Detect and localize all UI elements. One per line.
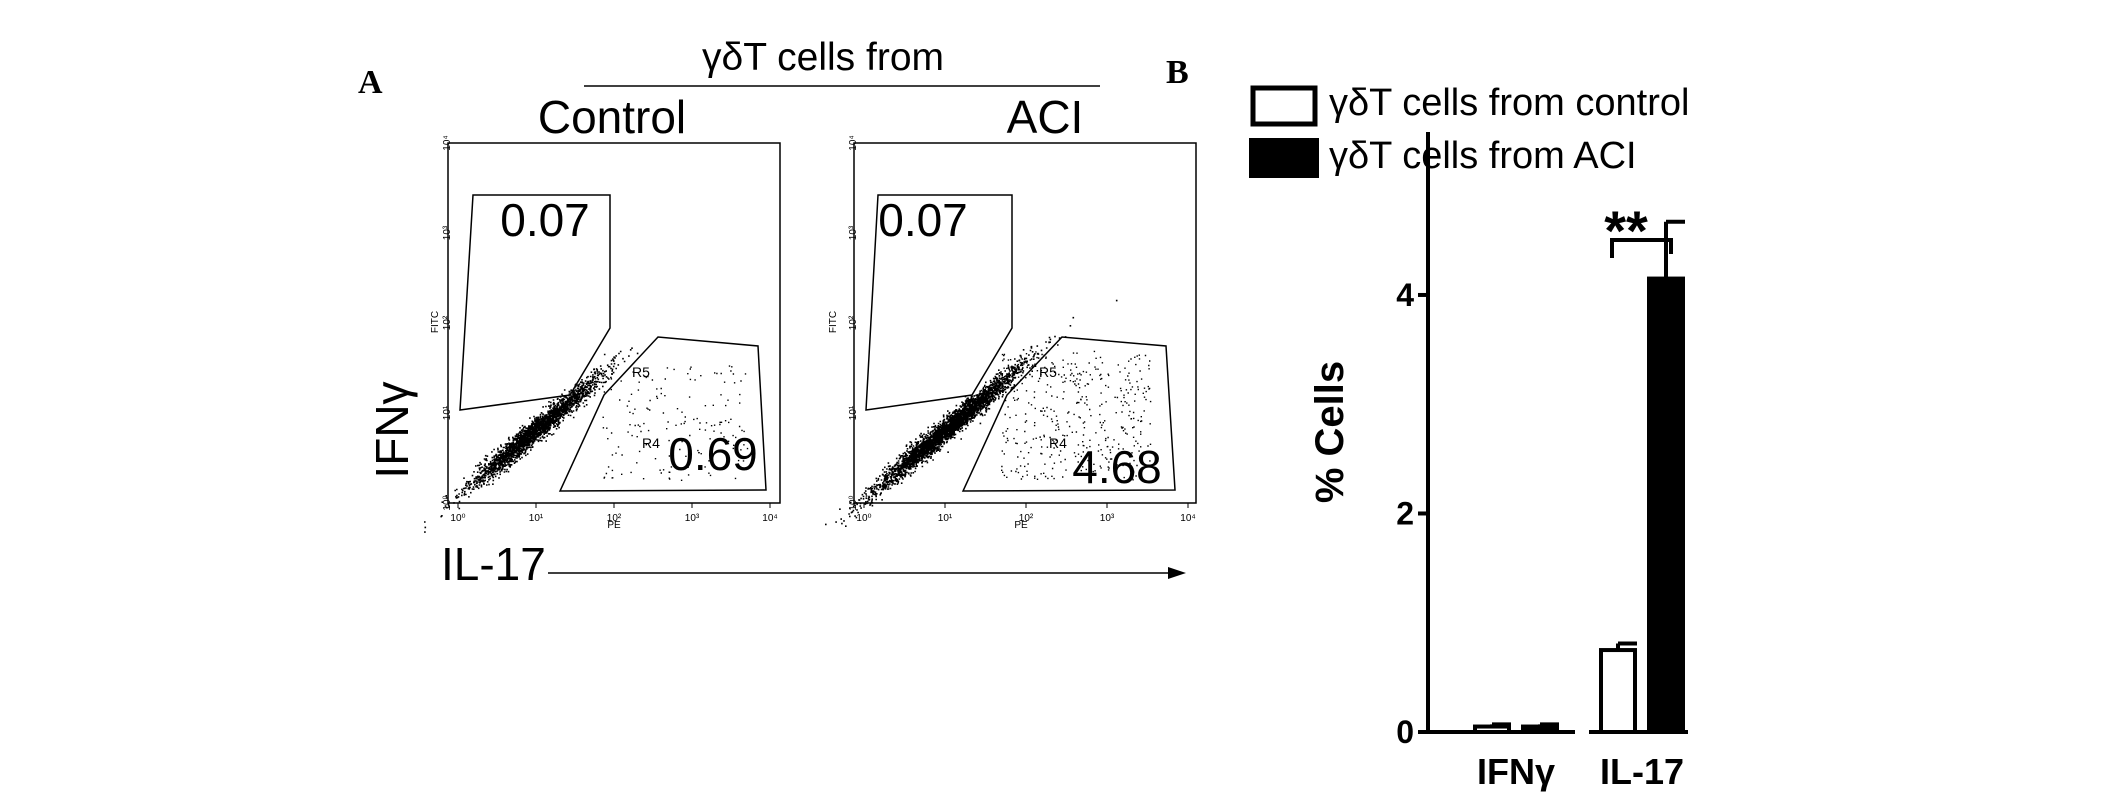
y-ticks: 10⁰ 10¹ 10² 10³ 10⁴ bbox=[442, 135, 453, 510]
legend-label-aci: γδT cells from ACI bbox=[1329, 135, 1637, 177]
gate-value-upper: 0.07 bbox=[500, 194, 590, 246]
y-tick-label: 10¹ bbox=[442, 405, 453, 420]
panel-a-header: γδT cells from bbox=[702, 36, 944, 79]
bar-control-il17 bbox=[1599, 648, 1637, 734]
panel-a: A γδT cells from Control ACI 0.07 0.69 R… bbox=[358, 36, 1197, 590]
legend-swatch-control bbox=[1250, 85, 1318, 127]
x-tick-label: 10⁰ bbox=[450, 513, 465, 524]
gate-upper bbox=[459, 194, 611, 411]
x-channel-label: PE bbox=[607, 520, 621, 531]
scatter-dots bbox=[825, 299, 1152, 527]
bar-aci-il17 bbox=[1647, 276, 1685, 734]
gate-upper bbox=[865, 194, 1013, 411]
panel-b: B γδT cells from control γδT cells from … bbox=[1166, 54, 1689, 792]
x-tick-label: 10³ bbox=[1100, 513, 1115, 524]
x-tick-label: 10⁴ bbox=[1180, 513, 1195, 524]
gate-value-lower: 0.69 bbox=[668, 428, 758, 480]
y-channel-label: FITC bbox=[430, 311, 441, 333]
x-tick-label: 10¹ bbox=[529, 513, 544, 524]
y-channel-label: FITC bbox=[828, 311, 839, 333]
region-label-r5: R5 bbox=[1039, 364, 1057, 380]
y-tick-label: 10² bbox=[442, 315, 453, 330]
bar-aci-ifng bbox=[1521, 724, 1559, 735]
y-tick-label: 10⁴ bbox=[442, 135, 453, 150]
y-tick-label: 0 bbox=[1396, 714, 1414, 750]
x-tick-label: 10⁴ bbox=[762, 513, 777, 524]
gate-lower bbox=[961, 336, 1176, 492]
significance-label: ** bbox=[1604, 199, 1648, 262]
y-tick-label: 10⁰ bbox=[848, 495, 859, 510]
gate-value-upper: 0.07 bbox=[878, 194, 968, 246]
arrow-head-icon bbox=[1168, 567, 1186, 579]
bar-control-ifng bbox=[1473, 724, 1511, 735]
y-axis-label-ifng: IFNγ bbox=[366, 381, 418, 478]
region-label-r5: R5 bbox=[632, 364, 650, 380]
plot-title-control: Control bbox=[538, 91, 686, 143]
panel-b-label: B bbox=[1166, 54, 1189, 91]
gate-value-lower: 4.68 bbox=[1072, 441, 1162, 493]
y-tick-label: 2 bbox=[1396, 495, 1414, 531]
y-tick-label: 10³ bbox=[848, 225, 859, 240]
gate-lower bbox=[558, 336, 767, 492]
y-tick-label: 10⁴ bbox=[848, 135, 859, 150]
scatter-dots bbox=[424, 347, 749, 533]
x-tick-label: 10¹ bbox=[938, 513, 953, 524]
x-tick-label: 10² bbox=[607, 513, 622, 524]
y-tick-label: 4 bbox=[1396, 277, 1414, 313]
significance-bracket bbox=[1610, 238, 1673, 258]
y-tick-label: 10¹ bbox=[848, 405, 859, 420]
flow-plot-aci: 0.07 4.68 R5 R4 PE FITC 10⁰ 10¹ 10² 10³ 10⁴ … bbox=[825, 135, 1197, 531]
x-axis-label-il17: IL-17 bbox=[441, 538, 546, 590]
x-tick-label: 10² bbox=[1019, 513, 1034, 524]
x-channel-label: PE bbox=[1014, 520, 1028, 531]
flow-plot-control: 0.07 0.69 R5 R4 PE FITC 10⁰ 10¹ 10² 10³ 10⁴ … bbox=[424, 135, 781, 533]
x-ticks: 10⁰ 10¹ 10² 10³ 10⁴ bbox=[450, 503, 778, 524]
x-tick-label: 10⁰ bbox=[856, 513, 871, 524]
bar-y-axis-label: % Cells bbox=[1308, 361, 1352, 503]
region-label-r4: R4 bbox=[642, 435, 660, 451]
bar-chart: 0 2 4 bbox=[1396, 132, 1688, 750]
x-ticks: 10⁰ 10¹ 10² 10³ 10⁴ bbox=[856, 503, 1196, 524]
y-tick-label: 10⁰ bbox=[442, 495, 453, 510]
plot-title-aci: ACI bbox=[1007, 91, 1084, 143]
panel-a-label: A bbox=[358, 64, 383, 101]
region-label-r4: R4 bbox=[1049, 435, 1067, 451]
plot-frame bbox=[853, 142, 1197, 504]
legend-swatch-aci bbox=[1249, 138, 1319, 178]
y-tick-label: 10³ bbox=[442, 225, 453, 240]
x-tick-label: 10³ bbox=[685, 513, 700, 524]
y-ticks: 10⁰ 10¹ 10² 10³ 10⁴ bbox=[848, 135, 859, 510]
category-label-il17: IL-17 bbox=[1600, 751, 1684, 792]
category-label-ifng: IFNγ bbox=[1477, 751, 1555, 792]
y-tick-label: 10² bbox=[848, 315, 859, 330]
legend-label-control: γδT cells from control bbox=[1329, 82, 1689, 124]
